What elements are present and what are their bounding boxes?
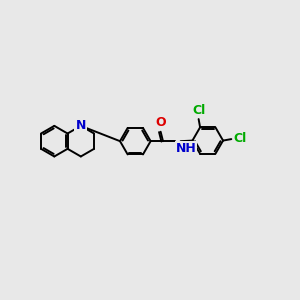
Text: O: O xyxy=(155,116,166,129)
Text: N: N xyxy=(76,119,86,132)
Text: NH: NH xyxy=(176,142,196,155)
Text: Cl: Cl xyxy=(192,104,205,117)
Text: Cl: Cl xyxy=(233,132,246,145)
